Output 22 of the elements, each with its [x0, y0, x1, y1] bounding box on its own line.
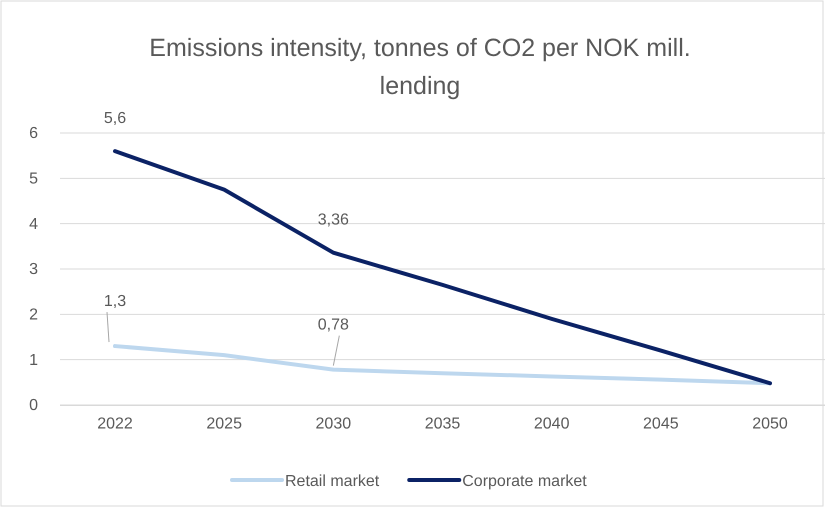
- x-tick-label: 2022: [97, 415, 133, 432]
- data-label: 3,36: [318, 212, 350, 229]
- x-tick-label: 2025: [206, 415, 242, 432]
- data-label: 0,78: [318, 316, 350, 334]
- y-tick-label: 0: [29, 397, 38, 414]
- data-label: 1,3: [104, 293, 126, 310]
- x-tick-label: 2050: [752, 415, 788, 432]
- x-tick-label: 2030: [316, 415, 352, 432]
- x-tick-label: 2045: [643, 415, 679, 432]
- y-tick-label: 3: [29, 261, 38, 278]
- legend-label: Corporate market: [462, 473, 588, 490]
- legend-label: Retail market: [285, 473, 380, 490]
- data-label: 5,6: [104, 110, 126, 128]
- line-series: [113, 344, 772, 386]
- y-tick-label: 4: [29, 216, 38, 233]
- chart-title: Emissions intensity, tonnes of CO2 per NOK mill. lending: [149, 34, 691, 100]
- y-tick-label: 5: [29, 170, 38, 188]
- x-tick-label: 2035: [424, 415, 460, 432]
- x-tick-label: 2040: [534, 415, 570, 432]
- y-tick-label: 2: [29, 306, 38, 324]
- y-tick-label: 1: [29, 352, 38, 369]
- y-tick-label: 6: [29, 125, 38, 142]
